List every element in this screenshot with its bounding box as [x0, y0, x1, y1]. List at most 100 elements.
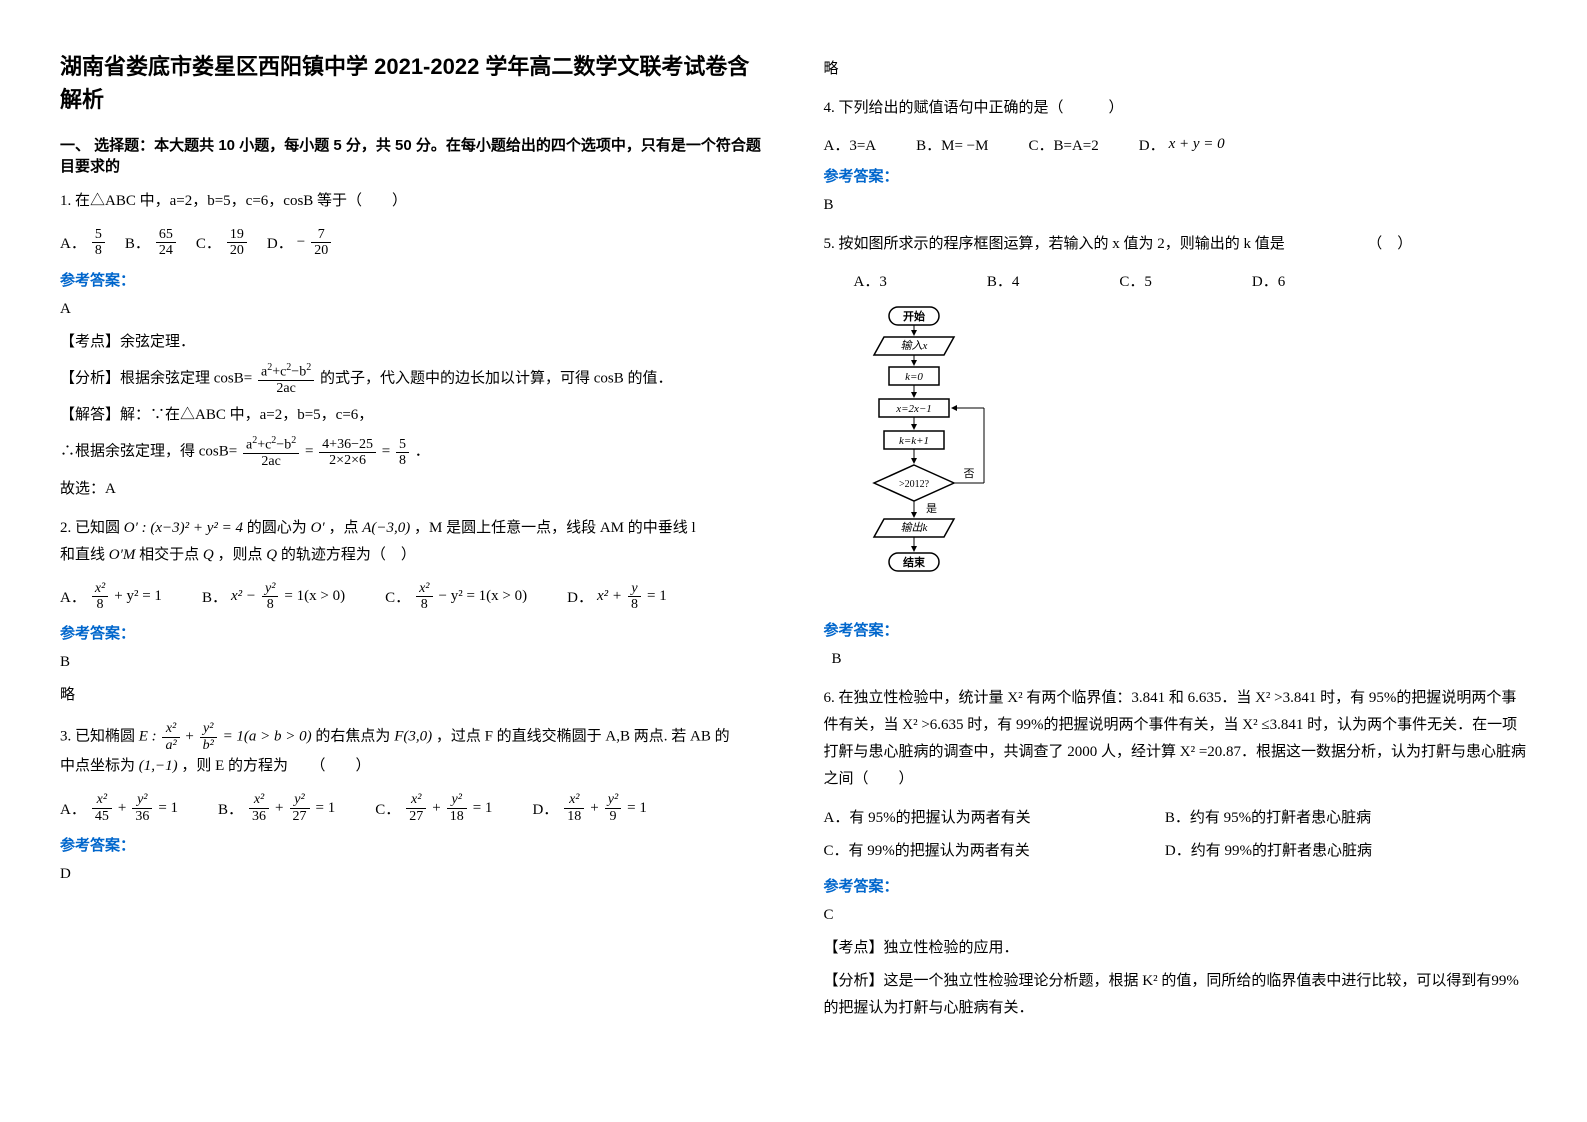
fc-init: k=0 — [905, 371, 923, 383]
q6-answer-label: 参考答案： — [824, 875, 1528, 896]
q6-answer: C — [824, 902, 1528, 929]
q2-p4: ，M 是圆上任意一点，线段 AM 的中垂线 l — [414, 520, 696, 536]
q3-stem: 3. 已知椭圆 E : x²a² + y²b² = 1(a > b > 0) 的… — [60, 721, 764, 780]
q5-optD: D．6 — [1252, 270, 1285, 291]
q2-optA-rhs: + y² = 1 — [114, 588, 162, 605]
q2-p6: 相交于点 — [139, 547, 199, 563]
q1-options: A．58 B．6524 C．1920 D．−720 — [60, 227, 764, 259]
q2-options: A．x²8 + y² = 1 B．x² − y²8 = 1(x > 0) C．x… — [60, 581, 764, 613]
fc-start: 开始 — [903, 309, 925, 323]
q2-oprime: O′ — [311, 520, 325, 536]
q4-optC: C．B=A=2 — [1028, 134, 1098, 155]
q2-om: O′M — [109, 547, 136, 563]
q3-optD-rhs: = 1 — [627, 800, 647, 817]
fc-output: 输出k — [900, 521, 928, 534]
q2-p2: 的圆心为 — [247, 520, 307, 536]
q3-optB-rhs: = 1 — [316, 800, 336, 817]
q5-answer-label: 参考答案： — [824, 619, 1528, 640]
q2-p5: 和直线 — [60, 547, 105, 563]
section-heading: 一、 选择题：本大题共 10 小题，每小题 5 分，共 50 分。在每小题给出的… — [60, 134, 764, 176]
q2-answer-label: 参考答案： — [60, 622, 764, 643]
q4-optB: B．M= −M — [916, 134, 988, 155]
q2-answer: B — [60, 649, 764, 676]
q1-sol2-period: ． — [415, 444, 430, 460]
q2-optC-label: C． — [385, 586, 410, 607]
q4-stem: 4. 下列给出的赋值语句中正确的是（ ） — [824, 95, 1528, 122]
q6-optA: A．有 95%的把握认为两者有关 — [824, 805, 1162, 832]
q5-optB: B．4 — [987, 270, 1020, 291]
q4-optA: A．3=A — [824, 134, 877, 155]
q2-optC-rhs: − y² = 1(x > 0) — [439, 588, 528, 605]
q2-optD-rhs: = 1 — [647, 588, 667, 605]
q6-analysis: 【分析】这是一个独立性检验理论分析题，根据 K² 的值，同所给的临界值表中进行比… — [824, 968, 1528, 1022]
q5-stem: 5. 按如图所求示的程序框图运算，若输入的 x 值为 2，则输出的 k 值是 （… — [824, 231, 1528, 258]
q5-options: A．3 B．4 C．5 D．6 — [824, 270, 1528, 291]
q2-circle: O′ : (x−3)² + y² = 4 — [124, 520, 243, 536]
q1-optD-label: D． — [267, 232, 293, 253]
q3-p1: 3. 已知椭圆 — [60, 729, 135, 745]
q1-answer-label: 参考答案： — [60, 269, 764, 290]
q2-optB-mid: x² − — [231, 588, 256, 605]
q2-p8: 的轨迹方程为（ ） — [281, 547, 416, 563]
q2-apt: A(−3,0) — [362, 520, 410, 536]
q3-optC-rhs: = 1 — [473, 800, 493, 817]
q3-p4: 中点坐标为 — [60, 758, 135, 774]
q4-options: A．3=A B．M= −M C．B=A=2 D．x + y = 0 — [824, 134, 1528, 155]
q3-answer-label: 参考答案： — [60, 834, 764, 855]
q3-eqmid: + — [185, 729, 193, 745]
q3-optC-label: C． — [375, 798, 400, 819]
q1-sol2-eq1: = — [305, 444, 313, 460]
q3-optA-label: A． — [60, 798, 86, 819]
q5-optC: C．5 — [1119, 270, 1152, 291]
fc-yes: 是 — [926, 502, 937, 515]
q3-optD-label: D． — [532, 798, 558, 819]
q6-optB: B．约有 95%的打鼾者患心脏病 — [1165, 805, 1371, 832]
q2-p3: ，点 — [328, 520, 358, 536]
q6-optD: D．约有 99%的打鼾者患心脏病 — [1165, 838, 1372, 865]
q2-q: Q — [203, 547, 214, 563]
fc-no: 否 — [963, 468, 974, 480]
q1-stem: 1. 在△ABC 中，a=2，b=5，c=6，cosB 等于（ ） — [60, 188, 764, 215]
q3-optA-rhs: = 1 — [158, 800, 178, 817]
q2-optB-label: B． — [202, 586, 227, 607]
flowchart: 开始 输入x k=0 x=2x−1 k=k+1 > — [844, 305, 1528, 605]
col2-top: 略 — [824, 56, 1528, 83]
q6-opts-row2: C．有 99%的把握认为两者有关 D．约有 99%的打鼾者患心脏病 — [824, 838, 1528, 865]
fc-step2: k=k+1 — [898, 435, 928, 447]
q2-optD-label: D． — [567, 586, 593, 607]
q4-answer-label: 参考答案： — [824, 165, 1528, 186]
q2-extra: 略 — [60, 682, 764, 709]
q3-midpt: (1,−1) — [139, 758, 178, 774]
q3-p3: ，过点 F 的直线交椭圆于 A,B 两点. 若 AB 的 — [436, 729, 730, 745]
q4-optD-label: D． — [1139, 134, 1165, 155]
q1-sol2-eq2: = — [382, 444, 390, 460]
q5-optA: A．3 — [854, 270, 887, 291]
q1-optB-label: B． — [125, 232, 150, 253]
q1-conclusion: 故选：A — [60, 476, 764, 503]
fc-step1: x=2x−1 — [895, 403, 932, 415]
q6-kp: 【考点】独立性检验的应用． — [824, 935, 1528, 962]
q2-p1: 2. 已知圆 — [60, 520, 120, 536]
page-title: 湖南省娄底市娄星区西阳镇中学 2021-2022 学年高二数学文联考试卷含解析 — [60, 50, 764, 116]
q2-optD-mid: x² + — [597, 588, 622, 605]
q3-fpt: F(3,0) — [394, 729, 432, 745]
q1-analysis-prefix: 【分析】根据余弦定理 cosB= — [60, 370, 252, 386]
q6-optC: C．有 99%的把握认为两者有关 — [824, 838, 1162, 865]
q3-answer: D — [60, 861, 764, 888]
fc-cond: >2012? — [898, 479, 929, 490]
q1-sol1: 【解答】解：∵在△ABC 中，a=2，b=5，c=6， — [60, 402, 764, 429]
q3-eqrhs: = 1(a > b > 0) — [223, 729, 312, 745]
q6-stem: 6. 在独立性检验中，统计量 X² 有两个临界值：3.841 和 6.635．当… — [824, 685, 1528, 793]
q3-p2: 的右焦点为 — [315, 729, 390, 745]
q2-p7: ，则点 — [217, 547, 262, 563]
q3-options: A．x²45+y²36 = 1 B．x²36+y²27 = 1 C．x²27+y… — [60, 792, 764, 824]
q5-answer: B — [824, 646, 1528, 673]
q1-answer: A — [60, 296, 764, 323]
q1-kp: 【考点】余弦定理． — [60, 329, 764, 356]
q1-sol2-prefix: ∴根据余弦定理，得 cosB= — [60, 444, 237, 460]
q4-optD-expr: x + y = 0 — [1169, 136, 1225, 153]
q1-optC-label: C． — [196, 232, 221, 253]
q3-p5: ，则 E 的方程为 （ ） — [181, 758, 370, 774]
q1-sol2: ∴根据余弦定理，得 cosB= a2+c2−b22ac = 4+36−252×2… — [60, 435, 764, 469]
q2-optB-rhs: = 1(x > 0) — [284, 588, 345, 605]
